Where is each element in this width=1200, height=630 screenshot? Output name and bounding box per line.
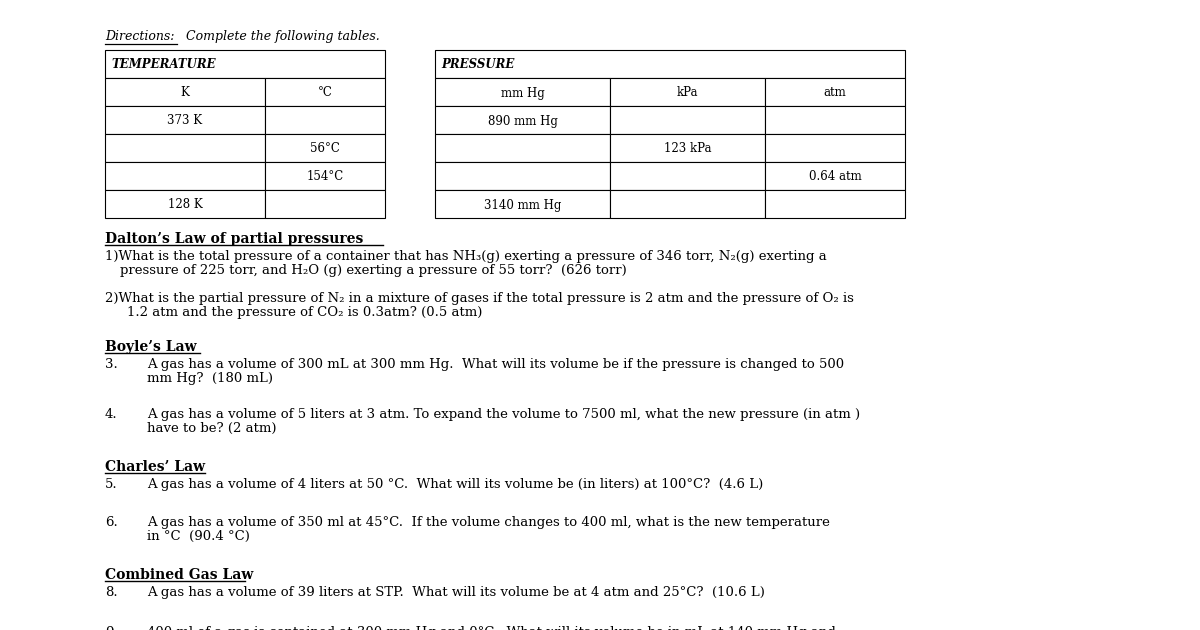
Text: kPa: kPa bbox=[677, 86, 698, 100]
Text: pressure of 225 torr, and H₂O (g) exerting a pressure of 55 torr?  (626 torr): pressure of 225 torr, and H₂O (g) exerti… bbox=[120, 264, 626, 277]
Bar bbox=[265, 190, 385, 218]
Bar bbox=[106, 106, 265, 134]
Text: 0.64 atm: 0.64 atm bbox=[809, 171, 862, 183]
Text: 123 kPa: 123 kPa bbox=[664, 142, 712, 156]
Text: 1.2 atm and the pressure of CO₂ is 0.3atm? (0.5 atm): 1.2 atm and the pressure of CO₂ is 0.3at… bbox=[127, 306, 482, 319]
Bar bbox=[265, 134, 385, 162]
Text: A gas has a volume of 350 ml at 45°C.  If the volume changes to 400 ml, what is : A gas has a volume of 350 ml at 45°C. If… bbox=[148, 516, 830, 529]
Text: °C: °C bbox=[318, 86, 332, 100]
Bar bbox=[106, 134, 265, 162]
Text: 154°C: 154°C bbox=[306, 171, 343, 183]
Text: Complete the following tables.: Complete the following tables. bbox=[178, 30, 379, 43]
Text: mm Hg?  (180 mL): mm Hg? (180 mL) bbox=[148, 372, 274, 385]
Bar bbox=[610, 162, 766, 190]
Bar bbox=[436, 106, 610, 134]
Text: Combined Gas Law: Combined Gas Law bbox=[106, 568, 253, 582]
Text: 5.: 5. bbox=[106, 478, 118, 491]
Bar bbox=[265, 106, 385, 134]
Text: Charles’ Law: Charles’ Law bbox=[106, 460, 205, 474]
Text: 128 K: 128 K bbox=[168, 198, 203, 212]
Bar bbox=[106, 190, 265, 218]
Text: 400 ml of a gas is contained at 300 mm Hg and 0°C.  What will its volume be in m: 400 ml of a gas is contained at 300 mm H… bbox=[148, 626, 836, 630]
Text: 890 mm Hg: 890 mm Hg bbox=[487, 115, 558, 127]
Text: A gas has a volume of 5 liters at 3 atm. To expand the volume to 7500 ml, what t: A gas has a volume of 5 liters at 3 atm.… bbox=[148, 408, 860, 421]
Text: 1)What is the total pressure of a container that has NH₃(g) exerting a pressure : 1)What is the total pressure of a contai… bbox=[106, 250, 827, 263]
Text: Directions:: Directions: bbox=[106, 30, 174, 43]
Text: Dalton’s Law of partial pressures: Dalton’s Law of partial pressures bbox=[106, 232, 364, 246]
Bar bbox=[766, 162, 905, 190]
Bar bbox=[610, 190, 766, 218]
Bar bbox=[610, 134, 766, 162]
Text: mm Hg: mm Hg bbox=[500, 86, 545, 100]
Text: 56°C: 56°C bbox=[310, 142, 340, 156]
Text: A gas has a volume of 300 mL at 300 mm Hg.  What will its volume be if the press: A gas has a volume of 300 mL at 300 mm H… bbox=[148, 358, 844, 371]
Text: Boyle’s Law: Boyle’s Law bbox=[106, 340, 197, 354]
Text: 3.: 3. bbox=[106, 358, 118, 371]
Text: 9.: 9. bbox=[106, 626, 118, 630]
Text: TEMPERATURE: TEMPERATURE bbox=[112, 59, 216, 71]
Bar bbox=[766, 78, 905, 106]
Text: have to be? (2 atm): have to be? (2 atm) bbox=[148, 422, 276, 435]
Text: 8.: 8. bbox=[106, 586, 118, 599]
Text: 2)What is the partial pressure of N₂ in a mixture of gases if the total pressure: 2)What is the partial pressure of N₂ in … bbox=[106, 292, 854, 305]
Text: 3140 mm Hg: 3140 mm Hg bbox=[484, 198, 562, 212]
Bar bbox=[436, 78, 610, 106]
Text: 6.: 6. bbox=[106, 516, 118, 529]
Text: A gas has a volume of 4 liters at 50 °C.  What will its volume be (in liters) at: A gas has a volume of 4 liters at 50 °C.… bbox=[148, 478, 763, 491]
Bar bbox=[436, 134, 610, 162]
Bar bbox=[436, 50, 905, 78]
Text: 4.: 4. bbox=[106, 408, 118, 421]
Text: 373 K: 373 K bbox=[168, 115, 203, 127]
Bar bbox=[766, 190, 905, 218]
Text: in °C  (90.4 °C): in °C (90.4 °C) bbox=[148, 530, 250, 543]
Text: K: K bbox=[180, 86, 190, 100]
Bar bbox=[436, 162, 610, 190]
Bar bbox=[265, 162, 385, 190]
Text: A gas has a volume of 39 liters at STP.  What will its volume be at 4 atm and 25: A gas has a volume of 39 liters at STP. … bbox=[148, 586, 764, 599]
Bar bbox=[436, 190, 610, 218]
Text: atm: atm bbox=[823, 86, 846, 100]
Bar bbox=[766, 134, 905, 162]
Bar bbox=[106, 78, 265, 106]
Bar bbox=[265, 78, 385, 106]
Bar bbox=[610, 106, 766, 134]
Text: PRESSURE: PRESSURE bbox=[442, 59, 515, 71]
Bar bbox=[610, 78, 766, 106]
Bar bbox=[106, 50, 385, 78]
Bar bbox=[766, 106, 905, 134]
Bar bbox=[106, 162, 265, 190]
